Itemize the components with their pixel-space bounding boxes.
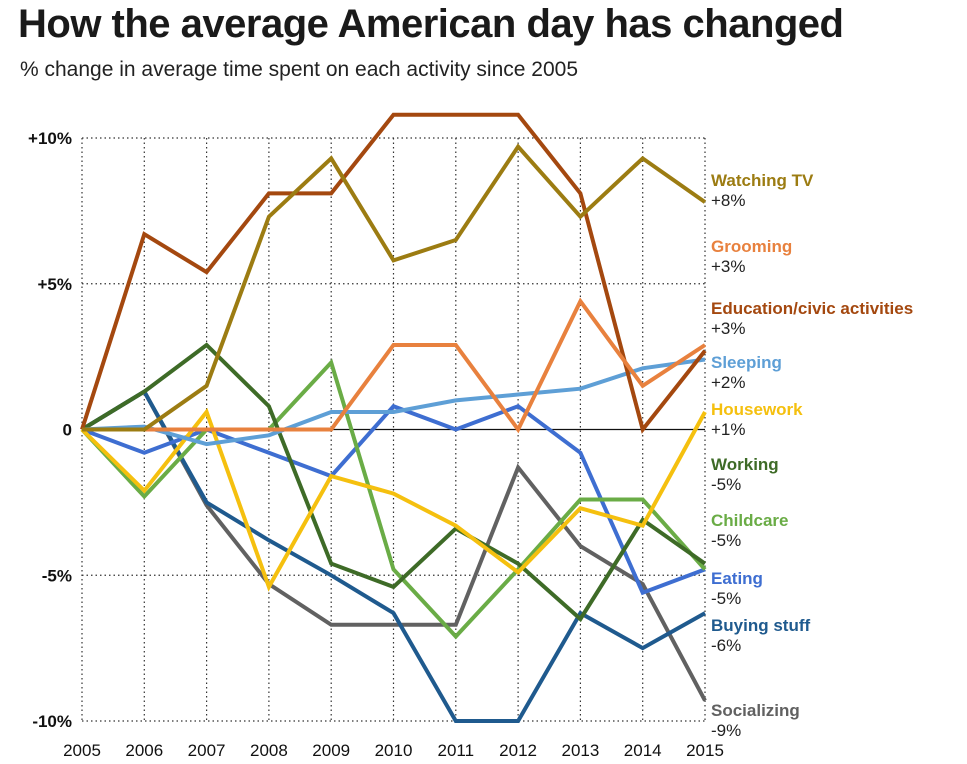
series-line-grooming (82, 297, 707, 434)
series-line-buying-stuff (80, 388, 706, 723)
series-line-sleeping (81, 357, 706, 447)
y-tick-label: +10% (28, 129, 72, 148)
y-tick-label: -5% (42, 566, 72, 585)
y-axis-ticks: +10% +5% 0 -5% -10% (28, 129, 72, 731)
x-tick-label: 2006 (125, 741, 163, 760)
series-labels: Watching TV+8%Grooming+3%Education/civic… (711, 171, 913, 740)
series-line-education-civic-activities (80, 112, 707, 434)
y-tick-label: +5% (38, 275, 73, 294)
x-tick-label: 2010 (375, 741, 413, 760)
series-label-housework: Housework (711, 400, 803, 419)
series-label-socializing: Socializing (711, 701, 800, 720)
series-label-grooming: Grooming (711, 237, 792, 256)
series-label-working: Working (711, 455, 779, 474)
x-tick-label: 2012 (499, 741, 537, 760)
series-lines (80, 112, 707, 723)
series-end-value-working: -5% (711, 475, 741, 494)
series-end-value-childcare: -5% (711, 531, 741, 550)
x-tick-label: 2005 (63, 741, 101, 760)
x-tick-label: 2009 (312, 741, 350, 760)
y-tick-label: 0 (63, 421, 72, 440)
series-end-value-sleeping: +2% (711, 373, 746, 392)
gridlines (81, 137, 706, 722)
series-label-education-civic-activities: Education/civic activities (711, 299, 913, 318)
series-end-value-buying-stuff: -6% (711, 636, 741, 655)
series-label-sleeping: Sleeping (711, 353, 782, 372)
x-tick-label: 2013 (561, 741, 599, 760)
series-line-watching-tv (82, 143, 707, 432)
x-tick-label: 2014 (624, 741, 662, 760)
series-end-value-eating: -5% (711, 589, 741, 608)
series-end-value-grooming: +3% (711, 257, 746, 276)
series-label-watching-tv: Watching TV (711, 171, 814, 190)
series-label-eating: Eating (711, 569, 763, 588)
series-line-working (80, 342, 707, 623)
x-tick-label: 2008 (250, 741, 288, 760)
x-tick-label: 2011 (438, 741, 475, 760)
series-end-value-education-civic-activities: +3% (711, 319, 746, 338)
chart-title: How the average American day has changed (18, 2, 844, 46)
x-tick-label: 2007 (188, 741, 226, 760)
y-tick-label: -10% (32, 712, 72, 731)
series-end-value-watching-tv: +8% (711, 191, 746, 210)
series-label-childcare: Childcare (711, 511, 788, 530)
series-line-socializing (80, 388, 707, 702)
series-end-value-housework: +1% (711, 420, 746, 439)
series-label-buying-stuff: Buying stuff (711, 616, 810, 635)
series-end-value-socializing: -9% (711, 721, 741, 740)
series-line-childcare (80, 358, 707, 640)
x-axis-ticks: 2005 2006 2007 2008 2009 2010 2011 2012 2013 2014… (63, 741, 724, 760)
chart-subtitle: % change in average time spent on each a… (20, 58, 579, 81)
x-tick-label: 2015 (686, 741, 724, 760)
